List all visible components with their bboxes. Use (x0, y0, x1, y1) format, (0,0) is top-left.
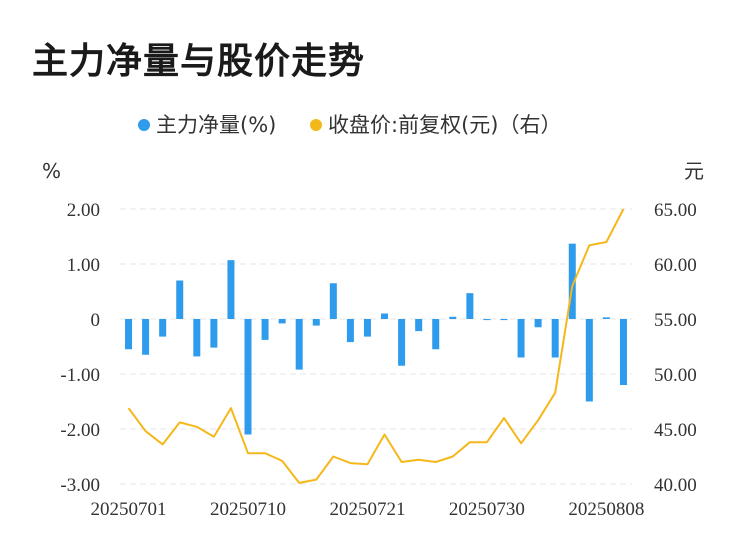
x-tick-label: 20250721 (329, 499, 405, 520)
legend[interactable]: 主力净量(%) 收盘价:前复权(元)（右） (138, 113, 561, 137)
x-tick-label: 20250808 (568, 499, 644, 520)
right-tick-label: 40.00 (654, 475, 697, 496)
chart-title: 主力净量与股价走势 (32, 41, 366, 82)
net-volume-bar[interactable] (534, 319, 542, 328)
net-volume-bar[interactable] (500, 319, 508, 321)
net-volume-bar[interactable] (329, 283, 337, 319)
net-volume-bar[interactable] (244, 319, 252, 435)
net-volume-bar[interactable] (278, 319, 286, 324)
right-axis-unit: 元 (684, 159, 704, 183)
net-volume-bar[interactable] (551, 319, 559, 358)
x-tick-label: 20250710 (210, 499, 286, 520)
right-tick-label: 60.00 (654, 255, 697, 276)
left-tick-label: -1.00 (60, 365, 100, 386)
net-volume-bar[interactable] (568, 243, 576, 319)
right-tick-label: 45.00 (654, 420, 697, 441)
left-tick-label: -2.00 (60, 420, 100, 441)
right-tick-label: 50.00 (654, 365, 697, 386)
net-volume-bar[interactable] (415, 319, 423, 332)
left-tick-label: 2.00 (67, 200, 100, 221)
net-volume-bar[interactable] (346, 319, 354, 343)
legend-label-close-price: 收盘价:前复权(元)（右） (328, 113, 561, 137)
net-volume-bar[interactable] (312, 319, 320, 326)
close-price-line[interactable] (127, 208, 625, 484)
left-tick-label: -3.00 (60, 475, 100, 496)
legend-marker-close-price (310, 119, 322, 131)
net-volume-bar[interactable] (449, 316, 457, 319)
net-volume-bar[interactable] (125, 319, 133, 350)
net-volume-bar[interactable] (159, 319, 167, 337)
net-volume-bar[interactable] (295, 319, 303, 370)
left-axis-unit: % (42, 159, 61, 183)
x-tick-label: 20250730 (449, 499, 525, 520)
net-volume-bar[interactable] (210, 319, 218, 348)
net-volume-bar[interactable] (517, 319, 525, 358)
right-tick-label: 65.00 (654, 200, 697, 221)
net-volume-bar[interactable] (227, 260, 235, 319)
net-volume-bar[interactable] (619, 319, 627, 385)
net-volume-bar[interactable] (261, 319, 269, 340)
net-volume-bar[interactable] (176, 280, 184, 320)
net-volume-bar[interactable] (483, 319, 491, 321)
net-volume-bar[interactable] (142, 319, 150, 355)
left-tick-label: 0 (91, 310, 101, 331)
legend-label-net-volume: 主力净量(%) (156, 113, 276, 137)
net-volume-bar[interactable] (602, 317, 610, 319)
x-tick-label: 20250701 (91, 499, 167, 520)
net-volume-bar[interactable] (432, 319, 440, 350)
left-tick-label: 1.00 (67, 255, 100, 276)
net-volume-bar[interactable] (381, 313, 389, 320)
net-volume-bar[interactable] (466, 293, 474, 319)
net-volume-bar[interactable] (398, 319, 406, 366)
legend-marker-net-volume (138, 119, 150, 131)
net-volume-bar[interactable] (193, 319, 201, 357)
right-tick-label: 55.00 (654, 310, 697, 331)
net-volume-bar[interactable] (363, 319, 371, 337)
net-volume-bar[interactable] (585, 319, 593, 402)
